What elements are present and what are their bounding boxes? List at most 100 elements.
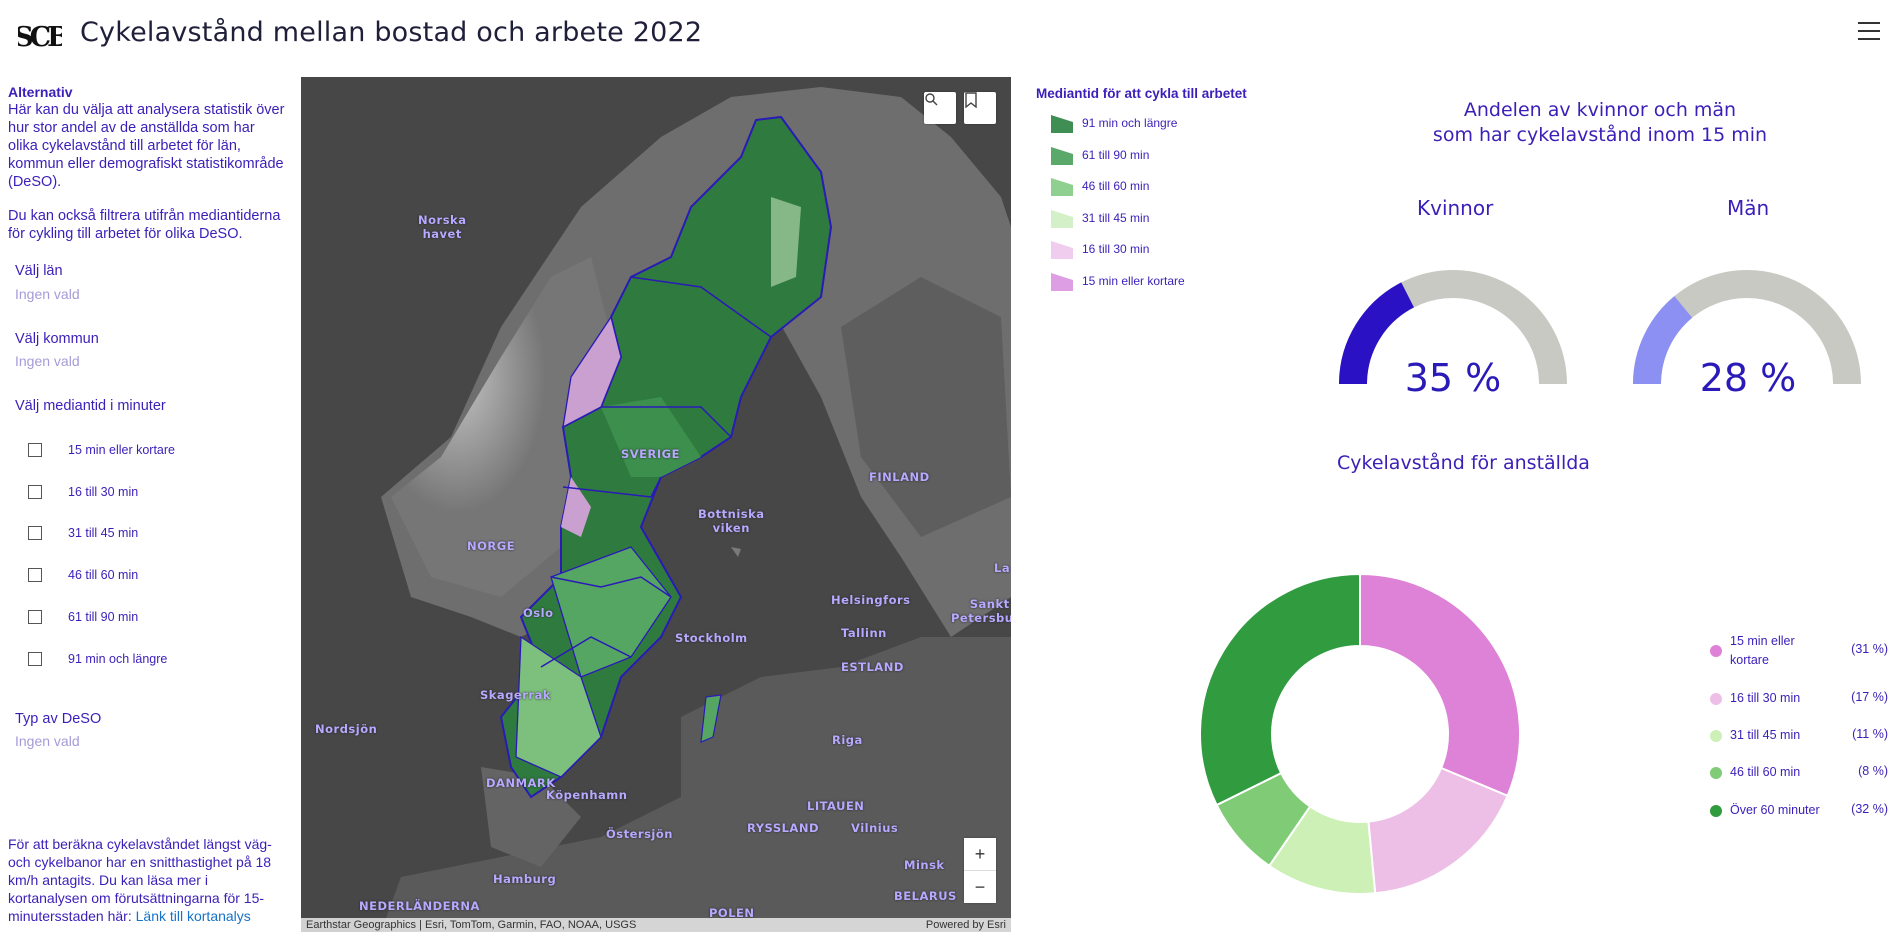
checkbox[interactable] [28,485,42,499]
label-riga: Riga [832,733,863,747]
label-la: La [994,561,1011,575]
kommun-select[interactable]: Ingen vald [15,353,80,369]
legend-item: 61 till 90 min [1036,145,1247,165]
legend-title: Mediantid för att cykla till arbetet [1036,86,1247,101]
label-tallinn: Tallinn [841,626,887,640]
checkbox[interactable] [28,443,42,457]
label-skagerrak: Skagerrak [480,688,551,702]
legend-dot [1710,767,1722,779]
checkbox[interactable] [28,652,42,666]
label-nederlanderna: NEDERLÄNDERNA [359,899,480,913]
label-nordsjon: Nordsjön [315,722,378,736]
label-hamburg: Hamburg [493,872,557,886]
label-vilnius: Vilnius [851,821,899,835]
sidebar-intro: Här kan du välja att analysera statistik… [8,102,285,190]
sidebar-heading: Alternativ [8,84,73,100]
label-finland: FINLAND [869,470,930,484]
gauge-label-man: Män [1727,196,1770,220]
zoom-controls: + − [964,838,996,903]
donut-legend-item: 16 till 30 min (17 %) [1710,689,1888,709]
legend-swatch [1051,178,1073,196]
median-option-16-30[interactable]: 16 till 30 min [28,483,138,501]
gauge-label-kvinnor: Kvinnor [1417,196,1494,220]
hamburger-icon[interactable] [1858,22,1880,40]
page-title: Cykelavstånd mellan bostad och arbete 20… [80,17,703,48]
bookmark-button[interactable] [964,92,996,124]
label-sverige: SVERIGE [621,447,680,461]
legend-dot [1710,730,1722,742]
label-helsingfors: Helsingfors [831,593,911,607]
donut-legend-item: Över 60 minuter (32 %) [1710,801,1888,821]
map-legend: Mediantid för att cykla till arbetet 91 … [1036,86,1247,302]
donut-legend-item: 31 till 45 min (11 %) [1710,726,1888,746]
map-canvas [301,77,1011,932]
kommun-label: Välj kommun [15,331,99,347]
median-option-31-45[interactable]: 31 till 45 min [28,524,138,542]
legend-swatch [1051,241,1073,259]
legend-swatch [1051,115,1073,133]
gauge-kvinnor [1339,270,1567,385]
gauge-man [1633,270,1861,385]
options-sidebar: Alternativ Här kan du välja att analyser… [0,76,295,926]
legend-item: 31 till 45 min [1036,208,1247,228]
median-option-61-90[interactable]: 61 till 90 min [28,608,138,626]
donut-slice-4[interactable] [1200,574,1361,807]
svg-text:SCB: SCB [18,22,62,53]
donut-legend-item: 46 till 60 min (8 %) [1710,763,1888,783]
scb-logo[interactable]: SCB [18,12,62,56]
median-label: Välj mediantid i minuter [15,398,166,414]
search-icon [925,93,938,106]
legend-swatch [1051,272,1073,291]
median-option-91[interactable]: 91 min och längre [28,650,167,668]
label-bottniska-viken: Bottniska viken [698,507,765,535]
donut-slice-0[interactable] [1359,574,1520,798]
sidebar-note: För att beräkna cykelavståndet längst vä… [8,836,272,924]
legend-dot [1710,645,1722,657]
legend-dot [1710,693,1722,705]
label-ostersjon: Östersjön [606,827,673,841]
label-ryssland: RYSSLAND [747,821,820,835]
legend-item: 15 min eller kortare [1036,271,1247,291]
lan-select[interactable]: Ingen vald [15,286,80,302]
legend-swatch [1051,146,1073,165]
label-oslo: Oslo [523,606,554,620]
deso-select[interactable]: Ingen vald [15,733,80,749]
checkbox[interactable] [28,610,42,624]
label-stockholm: Stockholm [675,631,748,645]
legend-item: 91 min och längre [1036,113,1247,133]
donut-legend-item: 15 min eller kortare (31 %) [1710,632,1888,672]
sidebar-intro-filter: Du kan också filtrera utifrån mediantide… [8,208,281,242]
label-danmark: DANMARK [486,776,556,790]
gauge-value-man: 28 % [1699,356,1797,400]
checkbox[interactable] [28,568,42,582]
label-norska-havet: Norska havet [418,213,467,241]
label-minsk: Minsk [904,858,945,872]
legend-item: 16 till 30 min [1036,239,1247,259]
attribution-sources: Earthstar Geographics | Esri, TomTom, Ga… [306,919,637,931]
legend-item: 46 till 60 min [1036,176,1247,196]
deso-label: Typ av DeSO [15,711,102,727]
kortanalys-link[interactable]: Länk till kortanalys [135,908,251,924]
map-view[interactable]: Norska havet SVERIGE FINLAND NORGE Bottni… [301,77,1011,932]
label-litauen: LITAUEN [807,799,865,813]
zoom-in-button[interactable]: + [974,843,986,864]
map-attribution: Earthstar Geographics | Esri, TomTom, Ga… [301,918,1011,932]
label-kopenhamn: Köpenhamn [546,788,628,802]
app-header: SCB Cykelavstånd mellan bostad och arbet… [0,0,1890,64]
search-button[interactable] [924,92,956,124]
label-estland: ESTLAND [841,660,904,674]
label-polen: POLEN [709,906,755,920]
checkbox[interactable] [28,526,42,540]
label-norge: NORGE [467,539,516,553]
median-option-15[interactable]: 15 min eller kortare [28,441,175,459]
bookmark-icon [965,92,977,108]
donut-slice-1[interactable] [1367,766,1509,894]
label-sankt-petersburg: SanktPetersburg [951,597,1011,625]
powered-by-esri[interactable]: Powered by Esri [925,919,1006,931]
legend-swatch [1051,209,1073,228]
donut-chart [1200,574,1520,894]
gauge-value-kvinnor: 35 % [1404,356,1502,400]
median-option-46-60[interactable]: 46 till 60 min [28,566,138,584]
label-belarus: BELARUS [894,889,957,903]
zoom-out-button[interactable]: − [964,870,996,903]
